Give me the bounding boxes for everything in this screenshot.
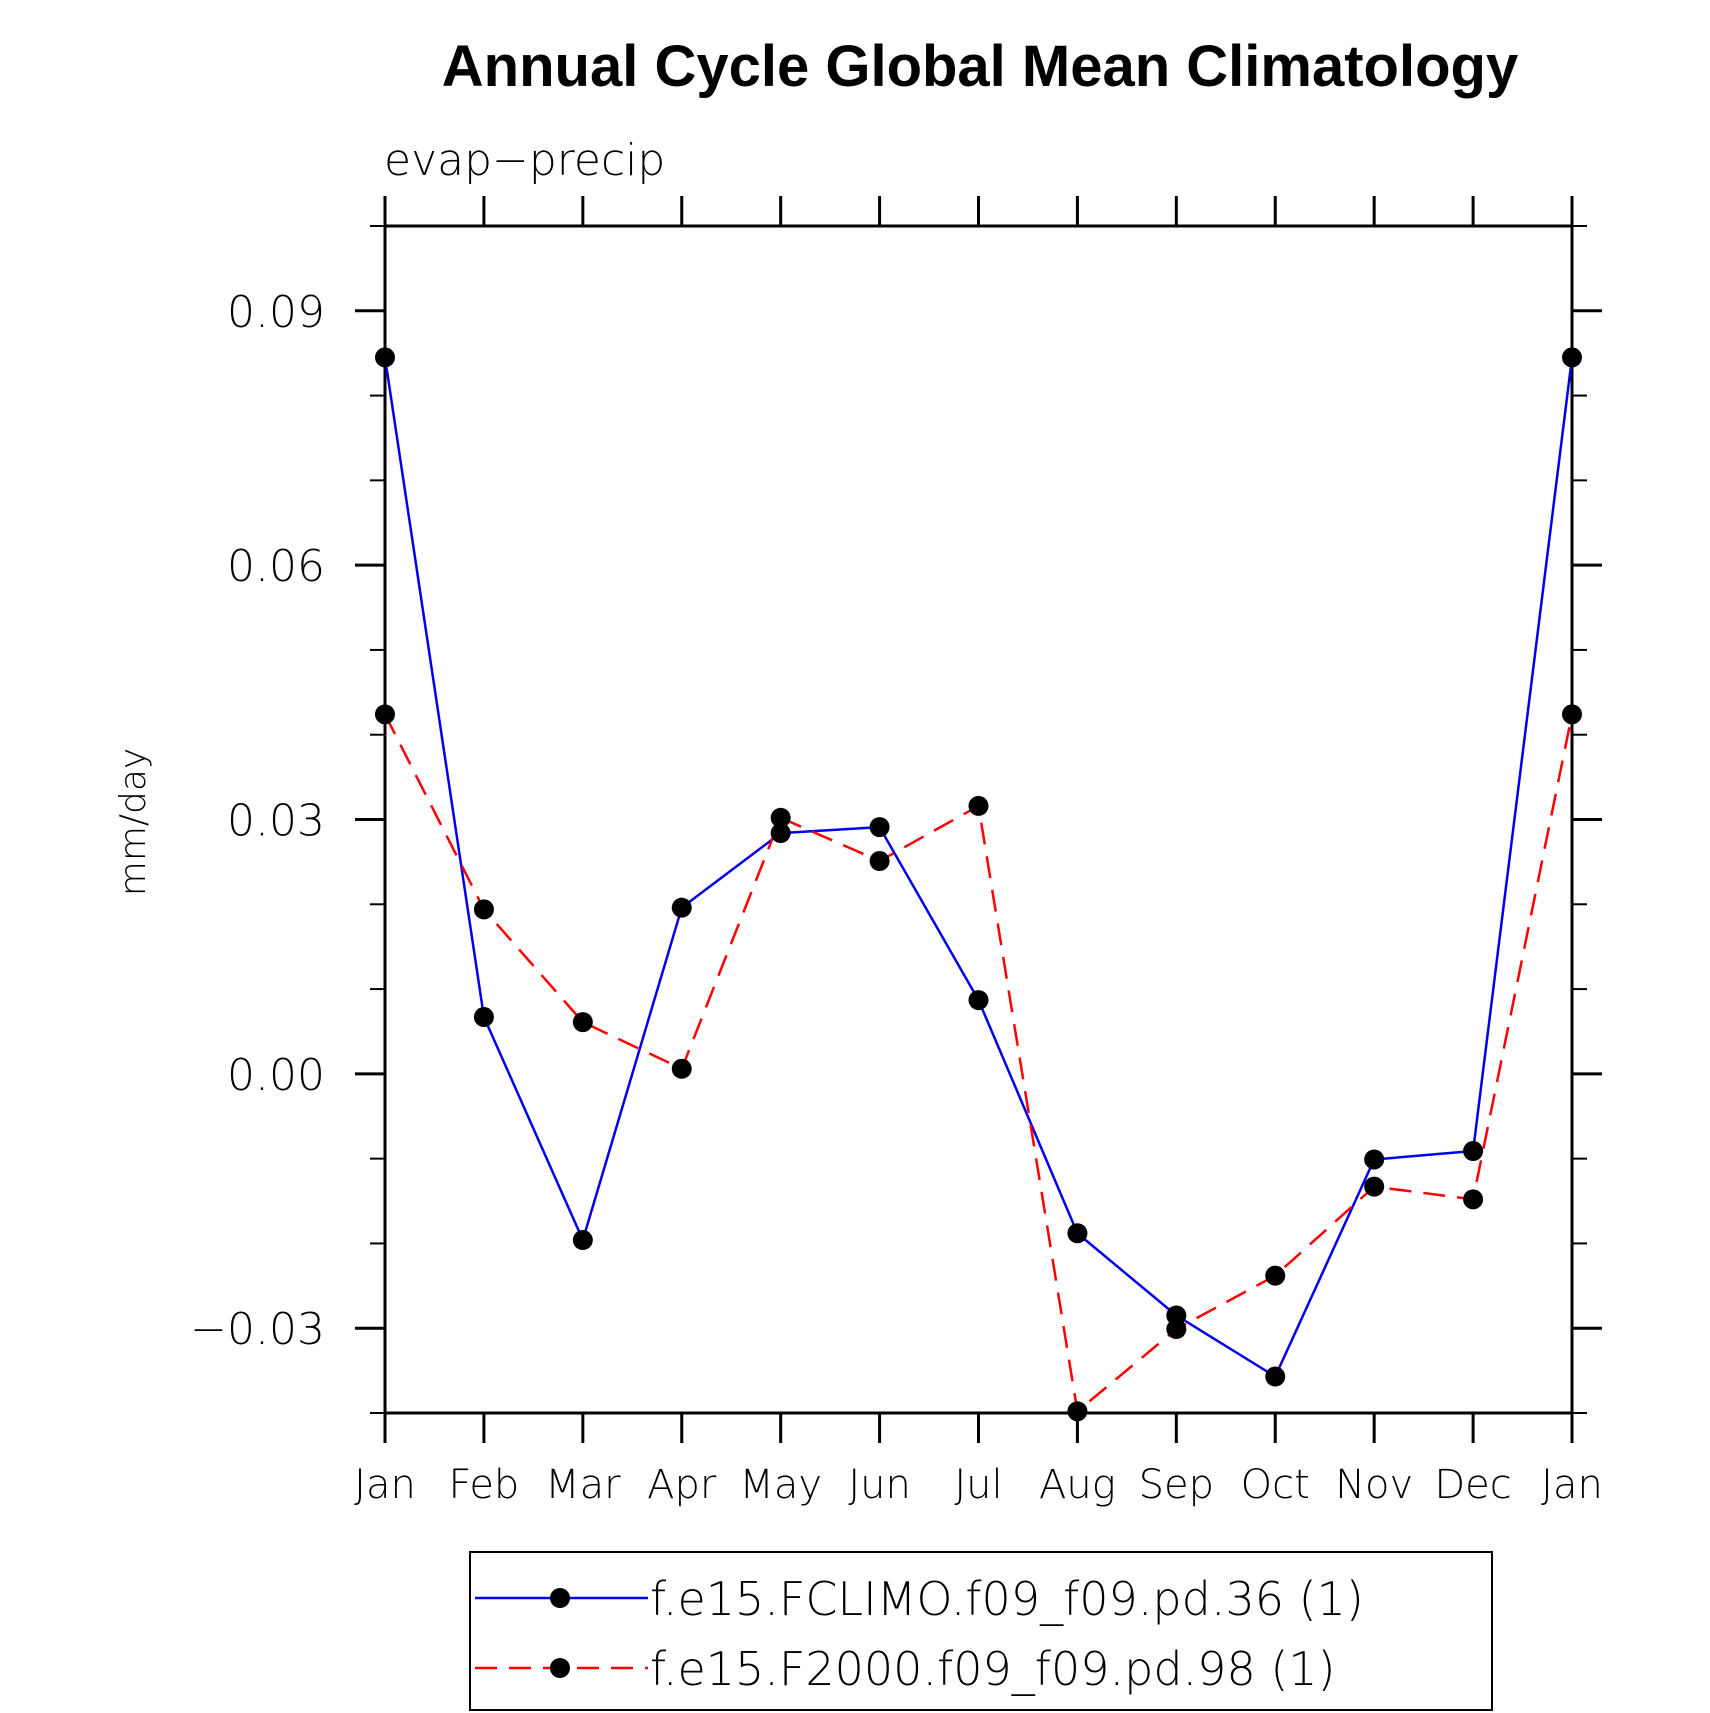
data-point-series-1	[572, 1230, 593, 1251]
data-point-series-1	[375, 347, 395, 368]
data-point-series-2	[473, 899, 494, 920]
data-point-series-2	[869, 851, 890, 872]
data-point-series-1	[968, 990, 989, 1011]
x-tick-label: May	[739, 1462, 822, 1508]
data-point-series-1	[1463, 1141, 1484, 1162]
y-tick-label: 0.03	[227, 796, 325, 847]
x-tick-label: Feb	[449, 1462, 520, 1508]
chart-subtitle: evap−precip	[384, 135, 665, 186]
plot-frame	[383, 224, 1574, 1415]
data-point-series-1	[770, 823, 791, 844]
data-point-series-2	[1463, 1189, 1484, 1210]
x-tick-label: Dec	[1434, 1462, 1511, 1508]
x-tick-labels: Jan Feb Mar Apr May Jun Jul Aug Sep Oct Nov Dec Jan	[354, 1462, 1603, 1508]
data-point-series-1	[1364, 1149, 1385, 1170]
legend-box	[469, 1551, 1493, 1711]
y-axis-label: mm/day	[113, 748, 154, 896]
series-line-1	[383, 357, 1574, 1378]
series-line-2	[383, 713, 1574, 1413]
legend-label-2: f.e15.F2000.f09_f09.pd.98 (1)	[650, 1642, 1336, 1696]
y-tick-label: 0.00	[227, 1050, 325, 1101]
legend-marker-1	[550, 1588, 570, 1608]
data-point-series-2	[1265, 1265, 1286, 1286]
x-tick-label: Mar	[545, 1462, 621, 1508]
legend-marker-2	[550, 1658, 570, 1678]
data-point-series-2	[770, 807, 791, 828]
data-point-series-1	[1067, 1223, 1088, 1244]
data-point-series-1	[1265, 1366, 1286, 1387]
y-tick-label: 0.09	[227, 287, 325, 338]
data-point-series-1	[473, 1007, 494, 1028]
x-tick-label: Jun	[848, 1462, 911, 1508]
data-point-series-2	[572, 1012, 593, 1033]
x-tick-label: Jul	[954, 1462, 1002, 1508]
y-tick-label: 0.06	[227, 541, 325, 592]
x-tick-label: Oct	[1241, 1462, 1310, 1508]
legend: f.e15.FCLIMO.f09_f09.pd.36 (1) f.e15.F200…	[469, 1551, 1493, 1711]
x-tick-label: Jan	[1541, 1462, 1603, 1508]
chart-title: Annual Cycle Global Mean Climatology	[442, 34, 1518, 99]
data-point-series-2	[968, 795, 989, 816]
data-point-series-1	[1562, 347, 1582, 368]
data-point-series-2	[1067, 1401, 1088, 1422]
x-tick-label: Aug	[1039, 1462, 1116, 1508]
data-point-series-1	[869, 817, 890, 838]
marker-layer	[375, 347, 1582, 1422]
x-tick-label: Apr	[647, 1462, 717, 1508]
x-tick-label: Nov	[1335, 1462, 1413, 1508]
y-tick-labels: −0.03 0.00 0.03 0.06 0.09	[190, 287, 325, 1355]
data-point-series-2	[375, 704, 395, 725]
x-tick-label: Sep	[1139, 1462, 1214, 1508]
data-point-series-2	[1364, 1176, 1385, 1197]
legend-label-1: f.e15.FCLIMO.f09_f09.pd.36 (1)	[650, 1572, 1364, 1626]
series-layer	[383, 357, 1574, 1413]
data-point-series-2	[1562, 704, 1582, 725]
axes	[355, 196, 1602, 1443]
y-tick-label: −0.03	[190, 1304, 325, 1355]
data-point-series-2	[1166, 1319, 1187, 1340]
data-point-series-2	[671, 1058, 692, 1079]
data-point-series-1	[671, 897, 692, 918]
x-tick-label: Jan	[354, 1462, 416, 1508]
